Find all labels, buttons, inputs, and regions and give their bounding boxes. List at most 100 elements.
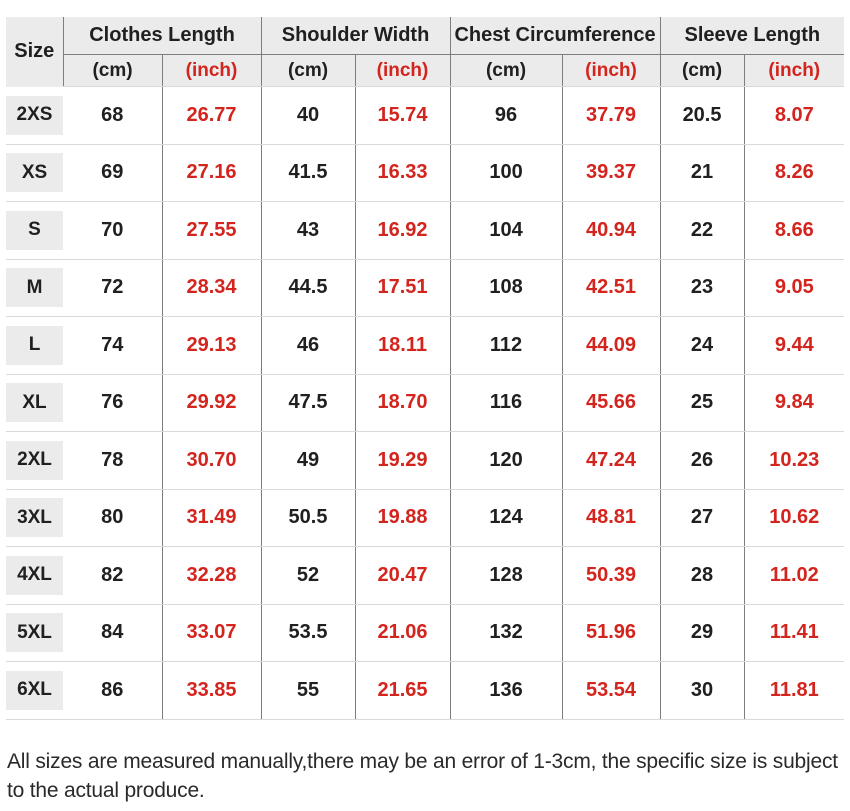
value-cell-inch: 15.74 — [354, 86, 451, 145]
value-cell-inch: 50.39 — [561, 546, 661, 605]
size-label-cell: XL — [6, 374, 63, 432]
value-cell-inch: 11.81 — [743, 661, 845, 720]
value-cell-cm: 116 — [449, 374, 563, 432]
unit-header-cm: (cm) — [449, 54, 563, 87]
value-cell-cm: 74 — [63, 316, 162, 375]
value-cell-inch: 11.41 — [743, 604, 845, 662]
value-cell-cm: 50.5 — [260, 489, 356, 547]
column-header-size: Size — [6, 17, 63, 87]
value-cell-cm: 49 — [260, 431, 356, 490]
value-cell-cm: 41.5 — [260, 144, 356, 202]
table-row: 2XL 78 30.70 49 19.29 120 47.24 26 10.23 — [6, 431, 845, 490]
value-cell-inch: 17.51 — [354, 259, 451, 317]
value-cell-inch: 44.09 — [561, 316, 661, 375]
value-cell-inch: 18.70 — [354, 374, 451, 432]
value-cell-cm: 53.5 — [260, 604, 356, 662]
value-cell-inch: 8.07 — [743, 86, 845, 145]
size-label-cell: 2XS — [6, 86, 63, 145]
value-cell-cm: 86 — [63, 661, 162, 720]
value-cell-inch: 37.79 — [561, 86, 661, 145]
size-chip: 2XL — [6, 440, 63, 480]
value-cell-inch: 32.28 — [161, 546, 262, 605]
size-label-cell: M — [6, 259, 63, 317]
size-label: 4XL — [17, 564, 52, 586]
unit-header-inch: (inch) — [161, 54, 262, 87]
size-chip: 5XL — [6, 613, 63, 653]
value-cell-cm: 27 — [659, 489, 745, 547]
value-cell-cm: 43 — [260, 201, 356, 260]
unit-header-cm: (cm) — [260, 54, 356, 87]
value-cell-cm: 21 — [659, 144, 745, 202]
size-label-cell: XS — [6, 144, 63, 202]
table-row: S 70 27.55 43 16.92 104 40.94 22 8.66 — [6, 201, 845, 260]
value-cell-cm: 120 — [449, 431, 563, 490]
size-label-cell: 3XL — [6, 489, 63, 547]
value-cell-inch: 9.84 — [743, 374, 845, 432]
value-cell-cm: 96 — [449, 86, 563, 145]
value-cell-cm: 52 — [260, 546, 356, 605]
value-cell-cm: 136 — [449, 661, 563, 720]
value-cell-inch: 53.54 — [561, 661, 661, 720]
size-label: XS — [21, 161, 48, 183]
value-cell-cm: 22 — [659, 201, 745, 260]
value-cell-cm: 128 — [449, 546, 563, 605]
size-chip: XL — [6, 383, 63, 423]
value-cell-cm: 30 — [659, 661, 745, 720]
size-label: M — [26, 276, 43, 298]
value-cell-inch: 28.34 — [161, 259, 262, 317]
value-cell-cm: 20.5 — [659, 86, 745, 145]
value-cell-inch: 16.33 — [354, 144, 451, 202]
table-row: 3XL 80 31.49 50.5 19.88 124 48.81 27 10.62 — [6, 489, 845, 547]
table-row: XL 76 29.92 47.5 18.70 116 45.66 25 9.84 — [6, 374, 845, 432]
value-cell-cm: 46 — [260, 316, 356, 375]
unit-header-cm: (cm) — [62, 54, 162, 87]
size-label: 3XL — [17, 506, 52, 528]
value-cell-cm: 70 — [63, 201, 162, 260]
value-cell-inch: 29.13 — [161, 316, 262, 375]
size-label: 2XS — [16, 104, 53, 125]
value-cell-inch: 9.44 — [743, 316, 845, 375]
value-cell-inch: 27.16 — [161, 144, 262, 202]
column-header-clothes-length: Clothes Length — [62, 17, 262, 55]
value-cell-cm: 69 — [63, 144, 162, 202]
value-cell-inch: 9.05 — [743, 259, 845, 317]
value-cell-cm: 100 — [449, 144, 563, 202]
value-cell-cm: 104 — [449, 201, 563, 260]
value-cell-cm: 124 — [449, 489, 563, 547]
value-cell-cm: 29 — [659, 604, 745, 662]
size-chip: 4XL — [6, 555, 63, 595]
size-label: 6XL — [17, 679, 52, 701]
value-cell-inch: 8.66 — [743, 201, 845, 260]
value-cell-cm: 44.5 — [260, 259, 356, 317]
value-cell-cm: 108 — [449, 259, 563, 317]
value-cell-cm: 82 — [63, 546, 162, 605]
value-cell-cm: 47.5 — [260, 374, 356, 432]
unit-header-inch: (inch) — [354, 54, 451, 87]
size-chip: 3XL — [6, 498, 63, 538]
value-cell-inch: 11.02 — [743, 546, 845, 605]
value-cell-inch: 26.77 — [161, 86, 262, 145]
size-label-cell: 4XL — [6, 546, 63, 605]
table-row: 4XL 82 32.28 52 20.47 128 50.39 28 11.02 — [6, 546, 845, 605]
size-chip: L — [6, 325, 63, 365]
value-cell-cm: 26 — [659, 431, 745, 490]
size-label: XL — [22, 391, 47, 413]
value-cell-inch: 48.81 — [561, 489, 661, 547]
value-cell-inch: 30.70 — [161, 431, 262, 490]
value-cell-cm: 112 — [449, 316, 563, 375]
column-header-sleeve-length: Sleeve Length — [659, 17, 845, 55]
value-cell-cm: 40 — [260, 86, 356, 145]
table-body: 2XS 68 26.77 40 15.74 96 37.79 20.5 8.07 XS 69 27.1… — [6, 86, 845, 720]
size-label: S — [28, 219, 41, 241]
table-row: M 72 28.34 44.5 17.51 108 42.51 23 9.05 — [6, 259, 845, 317]
size-chip: 6XL — [6, 670, 63, 710]
table-row: 2XS 68 26.77 40 15.74 96 37.79 20.5 8.07 — [6, 86, 845, 145]
value-cell-inch: 31.49 — [161, 489, 262, 547]
value-cell-inch: 10.62 — [743, 489, 845, 547]
table-row: 6XL 86 33.85 55 21.65 136 53.54 30 11.81 — [6, 661, 845, 720]
size-label-cell: S — [6, 201, 63, 260]
value-cell-inch: 27.55 — [161, 201, 262, 260]
value-cell-cm: 23 — [659, 259, 745, 317]
value-cell-inch: 33.85 — [161, 661, 262, 720]
value-cell-cm: 78 — [63, 431, 162, 490]
